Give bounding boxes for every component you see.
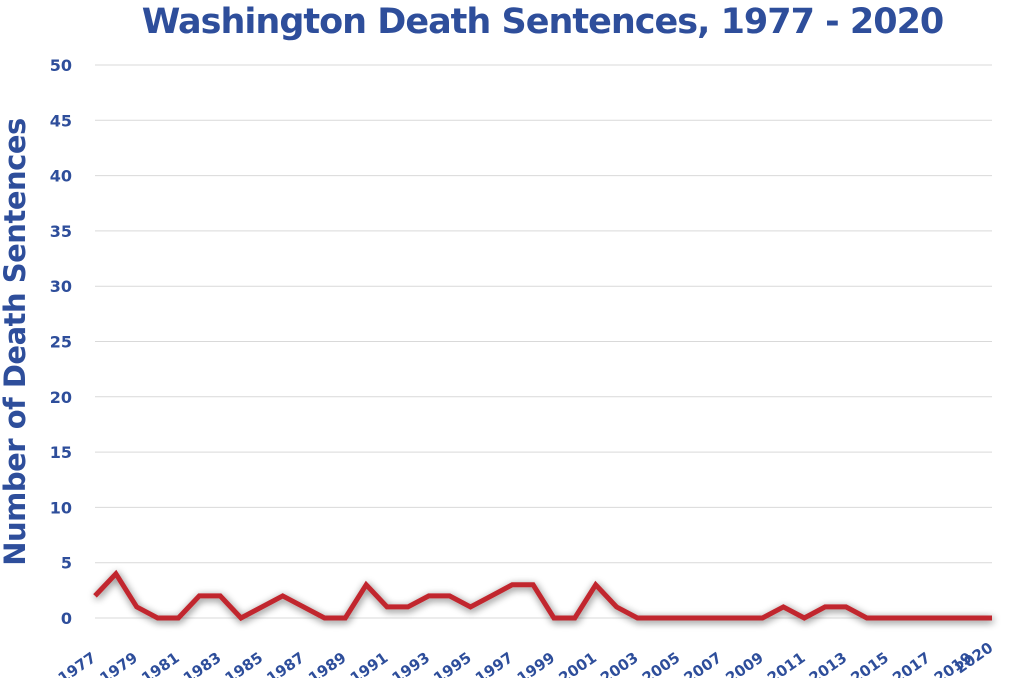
data-point-2000 — [572, 616, 577, 621]
data-point-1984 — [239, 616, 244, 621]
data-point-1997 — [510, 582, 515, 587]
data-point-2016 — [906, 616, 911, 621]
data-point-1999 — [551, 616, 556, 621]
x-tick-label: 1983 — [180, 649, 225, 678]
data-point-2008 — [739, 616, 744, 621]
x-tick-label: 2005 — [639, 649, 684, 678]
y-tick-label: 25 — [50, 333, 72, 352]
data-point-1993 — [426, 593, 431, 598]
data-point-1990 — [364, 582, 369, 587]
data-point-2003 — [635, 616, 640, 621]
data-point-1977 — [93, 593, 98, 598]
x-tick-label: 2001 — [555, 649, 600, 678]
x-tick-label: 1985 — [222, 649, 267, 678]
x-tick-label: 2013 — [806, 649, 851, 678]
data-point-2018 — [948, 616, 953, 621]
x-tick-label: 2009 — [722, 649, 767, 678]
data-point-2011 — [802, 616, 807, 621]
y-tick-label: 30 — [50, 277, 72, 296]
data-point-2001 — [593, 582, 598, 587]
data-point-2006 — [697, 616, 702, 621]
series-line-death-sentences — [93, 569, 992, 622]
y-tick-label: 5 — [61, 554, 72, 573]
data-point-1994 — [447, 593, 452, 598]
data-point-2009 — [760, 616, 765, 621]
data-point-2005 — [677, 616, 682, 621]
x-tick-label: 1991 — [347, 649, 392, 678]
x-tick-label: 1995 — [430, 649, 475, 678]
x-tick-label: 1993 — [389, 649, 434, 678]
chart-title: Washington Death Sentences, 1977 - 2020 — [141, 2, 945, 42]
data-point-1978 — [113, 571, 118, 576]
x-tick-label: 1999 — [514, 649, 559, 678]
x-tick-label: 1981 — [138, 649, 183, 678]
y-tick-label: 10 — [50, 498, 72, 517]
y-tick-label: 35 — [50, 222, 72, 241]
data-point-1982 — [197, 593, 202, 598]
data-point-2019 — [969, 616, 974, 621]
y-tick-label: 20 — [50, 388, 72, 407]
x-tick-label: 1977 — [55, 649, 100, 678]
data-point-2010 — [781, 604, 786, 609]
data-point-2017 — [927, 616, 932, 621]
data-point-1979 — [134, 604, 139, 609]
x-tick-label: 1989 — [305, 649, 350, 678]
x-tick-label: 2007 — [681, 649, 726, 678]
gridlines — [95, 64, 992, 619]
x-tick-label: 1987 — [263, 649, 308, 678]
data-point-1989 — [343, 616, 348, 621]
y-tick-label: 0 — [61, 609, 72, 628]
data-point-1981 — [176, 616, 181, 621]
data-point-2002 — [614, 604, 619, 609]
data-point-2015 — [885, 616, 890, 621]
y-tick-label: 40 — [50, 167, 72, 186]
data-point-2013 — [843, 604, 848, 609]
data-point-2004 — [656, 616, 661, 621]
data-point-2012 — [823, 604, 828, 609]
x-tick-label: 1979 — [96, 649, 141, 678]
x-tick-label: 2015 — [847, 649, 892, 678]
data-point-1995 — [468, 604, 473, 609]
data-point-1992 — [405, 604, 410, 609]
y-axis-ticks: 0 5 10 15 20 25 30 35 40 45 50 — [50, 56, 72, 628]
data-point-1985 — [259, 604, 264, 609]
data-point-2007 — [718, 616, 723, 621]
data-point-1980 — [155, 616, 160, 621]
series-layer — [93, 569, 995, 622]
data-point-1996 — [489, 593, 494, 598]
y-tick-label: 45 — [50, 111, 72, 130]
data-point-2014 — [864, 616, 869, 621]
data-point-1983 — [218, 593, 223, 598]
x-tick-label: 2020 — [952, 639, 997, 678]
data-point-1991 — [385, 604, 390, 609]
y-tick-label: 15 — [50, 443, 72, 462]
y-tick-label: 50 — [50, 56, 72, 75]
x-tick-label: 2003 — [597, 649, 642, 678]
x-tick-label: 2017 — [889, 649, 934, 678]
x-tick-label: 1997 — [472, 649, 517, 678]
data-point-1998 — [531, 582, 536, 587]
data-point-2020 — [990, 616, 995, 621]
x-tick-label: 2011 — [764, 649, 809, 678]
x-axis-ticks: 1977197919811983198519871989199119931995… — [55, 639, 997, 678]
data-point-1988 — [322, 616, 327, 621]
data-point-1986 — [280, 593, 285, 598]
data-point-1987 — [301, 604, 306, 609]
